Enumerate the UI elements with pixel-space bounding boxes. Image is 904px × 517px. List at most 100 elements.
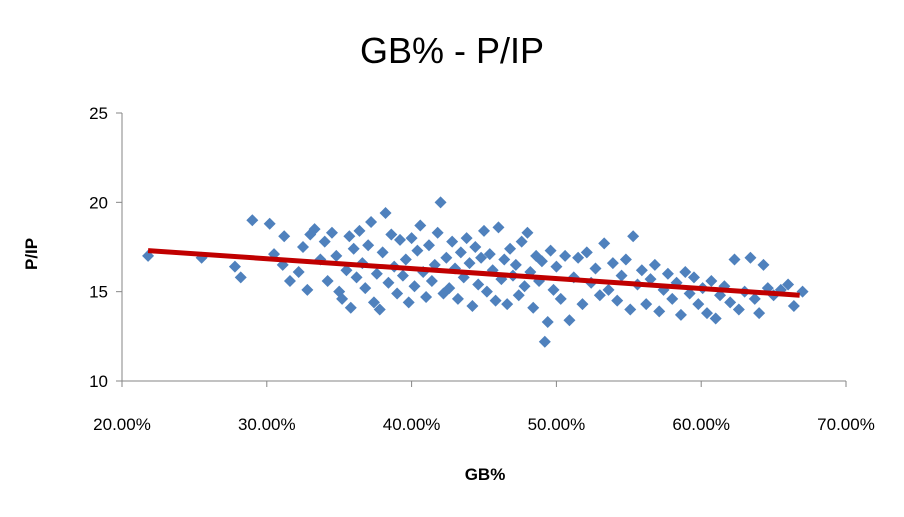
data-point [263, 217, 276, 230]
data-point [297, 241, 309, 253]
data-point [283, 274, 296, 287]
tick-labels: 10 15 20 25 20.00% 30.00% 40.00% 50.00% 60.00% 70… [89, 104, 875, 434]
data-point [674, 308, 687, 321]
data-point [705, 274, 718, 287]
data-point [504, 242, 517, 255]
data-point [394, 233, 407, 246]
data-point [414, 219, 427, 232]
data-point [535, 255, 548, 268]
data-point [498, 253, 511, 266]
data-point [572, 251, 585, 264]
data-point [700, 307, 713, 320]
data-point [615, 269, 628, 282]
data-point [554, 292, 567, 305]
data-point [661, 267, 674, 280]
x-axis-label: GB% [464, 465, 506, 484]
data-point [501, 298, 514, 311]
data-point [598, 237, 611, 250]
data-point [644, 273, 657, 286]
data-point [666, 292, 679, 305]
data-point [515, 235, 528, 248]
trendline [147, 248, 800, 298]
data-point [370, 267, 383, 280]
x-tick-label: 20.00% [93, 415, 151, 434]
data-point [405, 232, 418, 245]
data-point [350, 271, 363, 284]
data-point [606, 257, 619, 270]
x-tick-label: 70.00% [817, 415, 875, 434]
data-point [687, 271, 700, 284]
data-point [589, 262, 602, 275]
data-point [580, 246, 593, 259]
data-point [466, 299, 479, 312]
data-point [602, 283, 615, 296]
x-tick-label: 30.00% [238, 415, 296, 434]
data-point [292, 266, 305, 279]
data-point [550, 260, 563, 273]
data-point [451, 292, 464, 305]
data-point [440, 251, 453, 264]
data-point [362, 239, 375, 252]
data-point [692, 298, 705, 311]
x-tick-label: 50.00% [528, 415, 586, 434]
data-point [234, 271, 247, 284]
data-point [325, 226, 338, 239]
data-point [480, 285, 493, 298]
data-point [619, 253, 632, 266]
data-point [353, 224, 366, 237]
data-point [518, 280, 531, 293]
data-point [385, 228, 398, 241]
data-point [492, 221, 505, 234]
data-point [399, 253, 412, 266]
data-point [318, 235, 331, 248]
data-point [359, 282, 372, 295]
data-point [422, 239, 435, 252]
data-point [593, 289, 606, 302]
x-tick-label: 40.00% [383, 415, 441, 434]
y-tick-label: 15 [89, 283, 108, 302]
data-point [308, 223, 321, 236]
data-point [728, 253, 741, 266]
data-point [753, 307, 766, 320]
data-point [443, 282, 456, 295]
data-point [748, 292, 761, 305]
data-point [446, 235, 459, 248]
data-point [683, 287, 696, 300]
data-point [709, 312, 722, 325]
y-tick-label: 25 [89, 104, 108, 123]
data-point [365, 215, 378, 228]
data-point [425, 274, 438, 287]
data-point [321, 274, 334, 287]
data-point [521, 226, 534, 239]
y-tick-label: 20 [89, 193, 108, 212]
data-point [757, 258, 770, 271]
data-point [544, 244, 557, 257]
data-point [512, 289, 525, 302]
data-point [376, 246, 389, 259]
data-point [382, 276, 395, 289]
data-point [527, 301, 540, 314]
data-point [635, 264, 648, 277]
data-point [541, 316, 554, 329]
data-point [744, 251, 757, 264]
data-point [402, 296, 415, 309]
data-point [547, 283, 560, 296]
data-point [475, 251, 488, 264]
data-point [347, 242, 360, 255]
data-point [653, 305, 666, 318]
data-point [469, 241, 482, 253]
data-point [463, 257, 476, 270]
trendline-group [147, 248, 800, 298]
data-point [391, 287, 404, 300]
data-point [411, 244, 424, 257]
data-point [489, 294, 502, 307]
data-point [627, 230, 640, 243]
data-point [472, 278, 485, 291]
data-point [624, 303, 637, 316]
data-point [344, 301, 357, 314]
data-point [434, 196, 447, 209]
axes [116, 112, 847, 387]
data-point [478, 224, 490, 237]
data-point [679, 266, 692, 279]
data-point [559, 249, 572, 262]
